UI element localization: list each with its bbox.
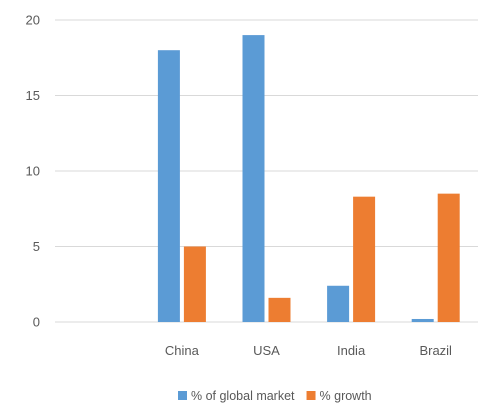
x-tick-label: USA — [253, 343, 280, 358]
y-tick-label: 10 — [26, 164, 40, 179]
y-tick-label: 5 — [33, 239, 40, 254]
legend: % of global market % growth — [178, 389, 372, 403]
x-tick-label: India — [337, 343, 366, 358]
bar — [157, 50, 180, 322]
x-tick-label: China — [165, 343, 200, 358]
x-axis-ticks: China USA India Brazil — [165, 343, 452, 358]
gridlines — [55, 19, 478, 323]
bars — [157, 35, 460, 322]
legend-swatch — [306, 391, 316, 400]
legend-label: % growth — [320, 389, 372, 403]
bar — [327, 285, 350, 322]
legend-label: % of global market — [191, 389, 295, 403]
y-tick-label: 15 — [26, 88, 40, 103]
y-tick-label: 20 — [26, 13, 40, 28]
x-tick-label: Brazil — [419, 343, 452, 358]
bar — [411, 318, 434, 322]
bar — [268, 297, 291, 322]
bar — [437, 193, 460, 322]
bar — [353, 196, 376, 322]
bar — [183, 246, 206, 322]
bar — [242, 35, 265, 322]
y-tick-label: 0 — [33, 315, 40, 330]
legend-swatch — [178, 391, 187, 400]
y-axis-ticks: 0 5 10 15 20 — [26, 13, 40, 330]
